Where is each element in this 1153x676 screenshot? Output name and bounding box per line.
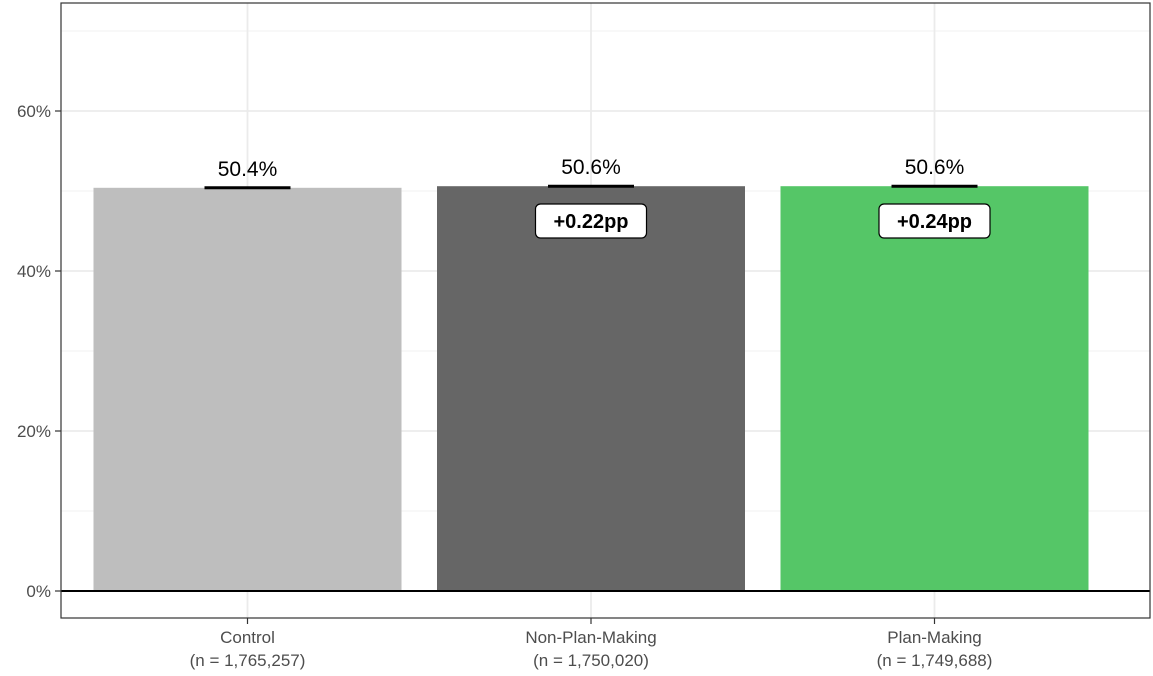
bar-control (93, 187, 402, 592)
y-axis: 0% 20% 40% 60% (17, 102, 61, 601)
difference-label: +0.22pp (534, 203, 648, 239)
value-label: 50.6% (561, 156, 621, 179)
value-label: 50.6% (905, 156, 965, 179)
category-label: Control (220, 628, 275, 647)
x-axis: Control (n = 1,765,257) Non-Plan-Making (n … (190, 618, 993, 670)
difference-label: +0.24pp (878, 203, 991, 239)
panel-border (60, 2, 1151, 619)
y-tick-label: 40% (17, 262, 51, 281)
y-tick-label: 0% (26, 582, 51, 601)
category-sublabel: (n = 1,749,688) (877, 651, 993, 670)
category-label: Non-Plan-Making (525, 628, 656, 647)
y-tick-label: 60% (17, 102, 51, 121)
bar-non-plan-making (437, 186, 745, 591)
difference-label-text: +0.22pp (553, 211, 628, 233)
bar-plan-making (780, 186, 1089, 591)
y-tick-label: 20% (17, 422, 51, 441)
category-sublabel: (n = 1,765,257) (190, 651, 306, 670)
category-sublabel: (n = 1,750,020) (533, 651, 649, 670)
data-labels: 50.4% 50.6% +0.22pp 50.6% +0.24pp (218, 156, 991, 239)
bars (93, 186, 1089, 592)
difference-label-box (878, 203, 991, 239)
error-bars (204, 184, 978, 190)
category-label: Plan-Making (887, 628, 982, 647)
value-label: 50.4% (218, 158, 278, 181)
difference-label-box (534, 203, 648, 239)
difference-label-text: +0.24pp (897, 211, 972, 233)
